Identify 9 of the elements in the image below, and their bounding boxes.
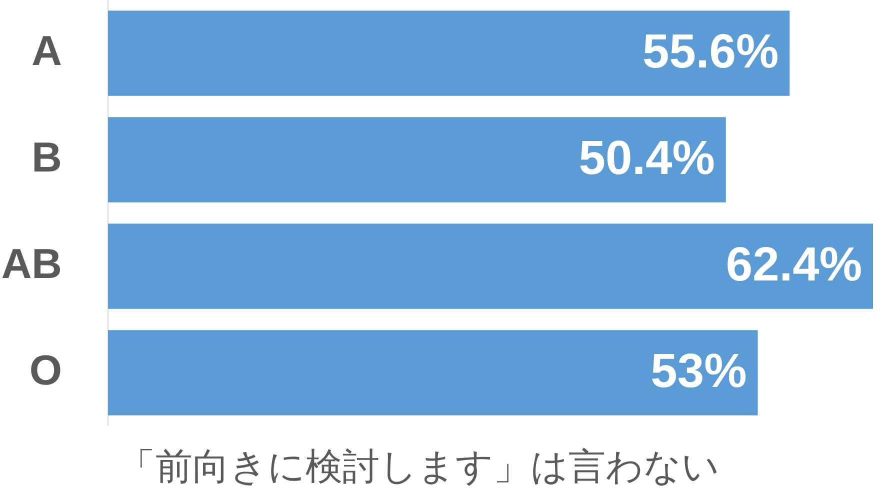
y-tick-label: O (29, 346, 62, 394)
data-label: 50.4% (578, 132, 715, 185)
text: 「前向きに検討します」は言わない (118, 444, 720, 490)
data-label: 53% (650, 344, 747, 398)
y-tick-label: B (32, 133, 62, 180)
y-tick-label: AB (1, 240, 62, 287)
data-label: 55.6% (642, 25, 779, 78)
y-tick-label: A (32, 26, 62, 74)
data-label: 62.4% (726, 238, 862, 292)
